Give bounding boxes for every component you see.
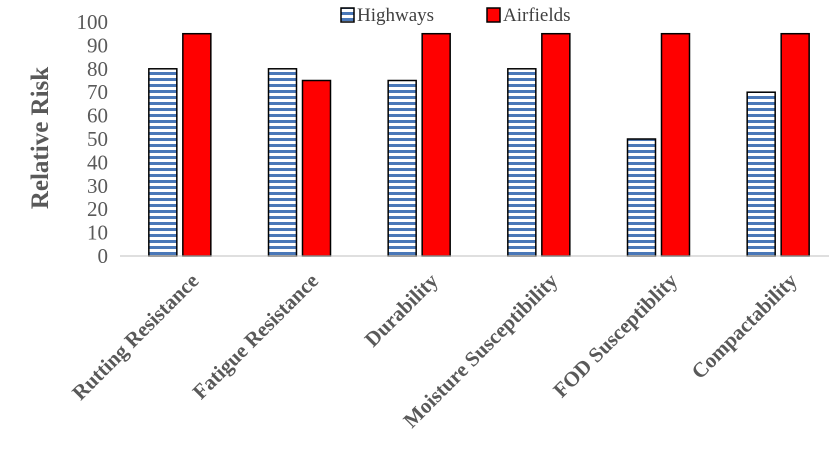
x-tick-label: Compactability xyxy=(687,268,802,383)
y-tick-label: 0 xyxy=(98,244,109,268)
y-tick-label: 100 xyxy=(77,10,109,34)
x-tick-label: Durability xyxy=(360,268,443,351)
x-tick-label: Rutting Resistance xyxy=(67,269,203,405)
bar-airfields-5 xyxy=(780,32,810,257)
legend: Highways Airfields xyxy=(340,5,571,26)
y-tick-label: 50 xyxy=(87,127,108,151)
x-tick-label: Fatigue Resistance xyxy=(188,269,323,404)
legend-swatch-highways xyxy=(340,7,355,23)
y-tick-label: 60 xyxy=(87,104,108,128)
bar-airfields-3 xyxy=(541,32,571,257)
legend-label-highways: Highways xyxy=(357,5,434,26)
y-tick-label: 10 xyxy=(87,221,108,245)
legend-swatch-airfields xyxy=(486,7,501,23)
y-tick-label: 40 xyxy=(87,150,108,174)
bar-airfields-2 xyxy=(421,32,451,257)
y-tick-label: 70 xyxy=(87,80,108,104)
y-tick-label: 80 xyxy=(87,57,108,81)
bar-highways-3 xyxy=(507,68,537,257)
y-tick-label: 90 xyxy=(87,33,108,57)
bars xyxy=(148,32,810,257)
bar-highways-1 xyxy=(267,68,298,257)
y-axis-title: Relative Risk xyxy=(27,67,54,209)
bar-highways-0 xyxy=(148,68,178,257)
bar-airfields-0 xyxy=(182,32,212,257)
bar-highways-2 xyxy=(387,79,417,257)
bar-highways-5 xyxy=(746,91,776,257)
y-tick-label: 30 xyxy=(87,174,108,198)
bar-highways-4 xyxy=(626,138,657,257)
x-tick-label: FOD Susceptiblity xyxy=(548,268,682,402)
legend-label-airfields: Airfields xyxy=(503,5,571,26)
bar-airfields-1 xyxy=(301,79,332,257)
bar-airfields-4 xyxy=(660,32,691,257)
y-tick-label: 20 xyxy=(87,197,108,221)
